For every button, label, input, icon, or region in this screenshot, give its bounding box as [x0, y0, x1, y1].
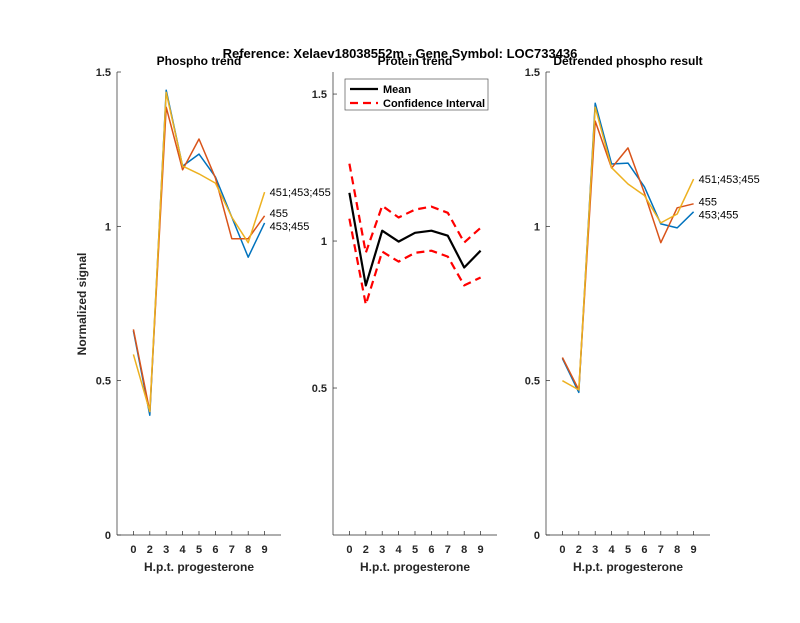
y-tick-label: 0.5 [312, 383, 327, 395]
x-tick-label: 2 [147, 544, 153, 556]
x-tick-label: 4 [396, 544, 403, 556]
x-tick-label: 2 [363, 544, 369, 556]
x-tick-label: 5 [412, 544, 418, 556]
series-label: 455 [699, 196, 717, 208]
x-tick-label: 6 [428, 544, 434, 556]
x-tick-label: 6 [212, 544, 218, 556]
x-tick-label: 4 [180, 544, 187, 556]
x-tick-label: 3 [592, 544, 598, 556]
x-tick-label: 8 [674, 544, 680, 556]
series-label: 453;455 [699, 209, 739, 221]
legend: Mean Confidence Interval [345, 79, 488, 110]
x-tick-label: 9 [478, 544, 484, 556]
x-tick-label: 9 [262, 544, 268, 556]
x-axis-label: H.p.t. progesterone [144, 560, 254, 574]
series-label: 451;453;455 [270, 187, 331, 199]
x-tick-label: 3 [379, 544, 385, 556]
panel-title: Phospho trend [157, 54, 242, 68]
x-tick-label: 0 [130, 544, 136, 556]
x-tick-label: 0 [346, 544, 352, 556]
y-tick-label: 0 [105, 530, 111, 542]
x-tick-label: 5 [196, 544, 202, 556]
series-label: 453;455 [270, 221, 310, 233]
series-label: 451;453;455 [699, 174, 760, 186]
x-tick-label: 0 [559, 544, 565, 556]
x-tick-label: 9 [691, 544, 697, 556]
y-tick-label: 0.5 [96, 376, 111, 388]
x-tick-label: 5 [625, 544, 631, 556]
x-tick-label: 7 [229, 544, 235, 556]
x-tick-label: 3 [163, 544, 169, 556]
x-axis-label: H.p.t. progesterone [360, 560, 470, 574]
panel-title: Protein trend [378, 54, 453, 68]
x-tick-label: 7 [445, 544, 451, 556]
legend-ci-label: Confidence Interval [383, 98, 485, 110]
y-tick-label: 0.5 [525, 376, 540, 388]
series-line-1 [349, 193, 480, 286]
y-axis-label: Normalized signal [75, 253, 89, 356]
panel-title: Detrended phospho result [553, 54, 702, 68]
y-tick-label: 1 [534, 221, 540, 233]
x-tick-label: 7 [658, 544, 664, 556]
series-label: 455 [270, 208, 288, 220]
series-line-2 [133, 107, 264, 411]
series-line-2 [349, 164, 480, 253]
x-tick-label: 4 [609, 544, 616, 556]
y-tick-label: 0 [534, 530, 540, 542]
x-tick-label: 2 [576, 544, 582, 556]
series-line-1 [562, 103, 693, 392]
x-axis-label: H.p.t. progesterone [573, 560, 683, 574]
x-tick-label: 8 [461, 544, 467, 556]
y-tick-label: 1.5 [312, 89, 327, 101]
y-tick-label: 1.5 [96, 67, 111, 79]
x-tick-label: 8 [245, 544, 251, 556]
y-tick-label: 1.5 [525, 67, 540, 79]
y-tick-label: 1 [321, 236, 327, 248]
legend-mean-label: Mean [383, 84, 411, 96]
x-tick-label: 6 [641, 544, 647, 556]
y-tick-label: 1 [105, 221, 111, 233]
series-line-2 [562, 121, 693, 390]
